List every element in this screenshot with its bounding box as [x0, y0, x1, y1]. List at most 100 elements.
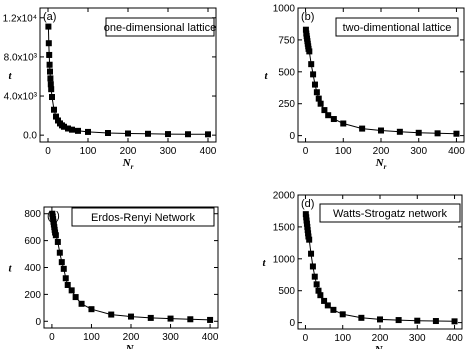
- x-tick-label: 100: [83, 332, 100, 343]
- data-point: [56, 249, 63, 256]
- data-point: [54, 238, 61, 245]
- y-tick-label: 1500: [273, 222, 296, 233]
- data-point: [432, 318, 439, 325]
- y-tick-label: 1000: [273, 4, 296, 15]
- x-tick-label: 200: [123, 332, 140, 343]
- data-point: [305, 233, 312, 240]
- x-tick-label: 100: [334, 333, 351, 344]
- x-axis-label-subscript: r: [131, 163, 134, 171]
- data-point: [58, 259, 65, 266]
- data-point: [105, 130, 111, 137]
- data-point: [69, 126, 75, 133]
- y-tick-label: 600: [24, 236, 41, 247]
- x-axis-label: Nr: [122, 157, 134, 171]
- data-point: [306, 236, 313, 243]
- data-point: [205, 131, 211, 138]
- x-axis-label: Nr: [375, 157, 387, 171]
- y-tick-label: 500: [278, 67, 295, 78]
- x-tick-label: 200: [120, 146, 137, 157]
- data-point: [395, 317, 402, 324]
- data-point: [303, 214, 310, 221]
- data-point: [321, 107, 328, 114]
- x-axis-label-main: N: [374, 344, 384, 349]
- data-point: [304, 227, 311, 234]
- x-tick-label: 200: [373, 146, 390, 157]
- data-point: [308, 250, 315, 257]
- x-tick-label: 100: [335, 146, 352, 157]
- y-tick-label: 800: [24, 209, 41, 220]
- data-point: [88, 306, 95, 313]
- y-tick-label: 200: [24, 290, 41, 301]
- y-tick-label: 250: [278, 99, 295, 110]
- data-point: [451, 318, 458, 325]
- data-point: [49, 94, 55, 101]
- chart-panel-d: 0 100 200 300 400 0 500 1000 1500 2000 Nr t (d) Watts…: [262, 191, 463, 349]
- legend-box: [319, 203, 461, 223]
- data-point: [48, 86, 55, 93]
- x-axis-label-main: N: [122, 157, 132, 169]
- data-point: [53, 113, 59, 120]
- data-point: [315, 287, 322, 294]
- x-tick-label: 300: [409, 333, 426, 344]
- x-tick-label: 400: [448, 146, 465, 157]
- data-point: [359, 125, 366, 132]
- data-point: [60, 265, 67, 272]
- data-point: [434, 130, 441, 137]
- y-axis-label: t: [8, 70, 12, 82]
- legend-title: Erdos-Renyi Network: [91, 212, 195, 224]
- data-point: [47, 68, 53, 75]
- data-point: [330, 306, 337, 313]
- x-axis-label-main: N: [375, 157, 385, 169]
- y-tick-label: 4.0x10³: [4, 92, 38, 103]
- legend-title: two-dimentional lattice: [343, 22, 452, 34]
- data-point: [51, 106, 57, 113]
- data-point: [128, 313, 134, 320]
- data-point: [145, 130, 151, 137]
- x-axis-label: Nr: [125, 343, 137, 349]
- y-tick-label: 2000: [273, 191, 296, 202]
- data-point: [46, 51, 53, 58]
- data-point: [315, 95, 322, 102]
- data-point: [305, 230, 312, 237]
- data-point: [378, 127, 384, 134]
- data-point: [62, 275, 69, 282]
- chart-panel-c: 01002003004000200400600800Nrt(c)Erdos-Re…: [8, 206, 219, 349]
- y-tick-label: 0.0: [23, 131, 37, 142]
- y-tick-label: 1000: [273, 254, 296, 265]
- data-point: [108, 311, 115, 318]
- data-point: [324, 302, 331, 309]
- data-point: [61, 123, 67, 130]
- data-point: [339, 311, 346, 318]
- data-point: [317, 100, 324, 107]
- y-tick-label: 8.0x10³: [4, 52, 38, 63]
- data-point: [304, 223, 311, 230]
- data-point: [125, 130, 131, 137]
- data-point: [340, 120, 347, 127]
- data-point: [453, 130, 460, 137]
- data-point: [321, 297, 328, 304]
- data-point: [52, 232, 59, 239]
- y-axis-label: t: [262, 257, 266, 269]
- data-point: [45, 40, 52, 47]
- data-point: [309, 263, 316, 270]
- x-axis-label-subscript: r: [384, 163, 387, 171]
- x-tick-label: 300: [160, 146, 177, 157]
- panel-letter: (a): [43, 11, 56, 23]
- series-line: [51, 213, 211, 321]
- data-point: [415, 129, 422, 136]
- panel-letter: (d): [301, 198, 314, 210]
- data-point: [72, 294, 79, 301]
- x-tick-label: 0: [49, 332, 55, 343]
- data-point: [165, 131, 171, 138]
- data-point: [302, 26, 309, 33]
- y-tick-label: 0: [289, 131, 295, 142]
- x-tick-label: 400: [200, 146, 217, 157]
- legend-box: [335, 17, 459, 37]
- data-point: [303, 220, 310, 227]
- y-axis-label: t: [8, 263, 12, 275]
- y-tick-label: 0: [35, 317, 41, 328]
- x-tick-label: 100: [80, 146, 97, 157]
- data-point: [396, 128, 403, 135]
- x-tick-label: 0: [45, 146, 51, 157]
